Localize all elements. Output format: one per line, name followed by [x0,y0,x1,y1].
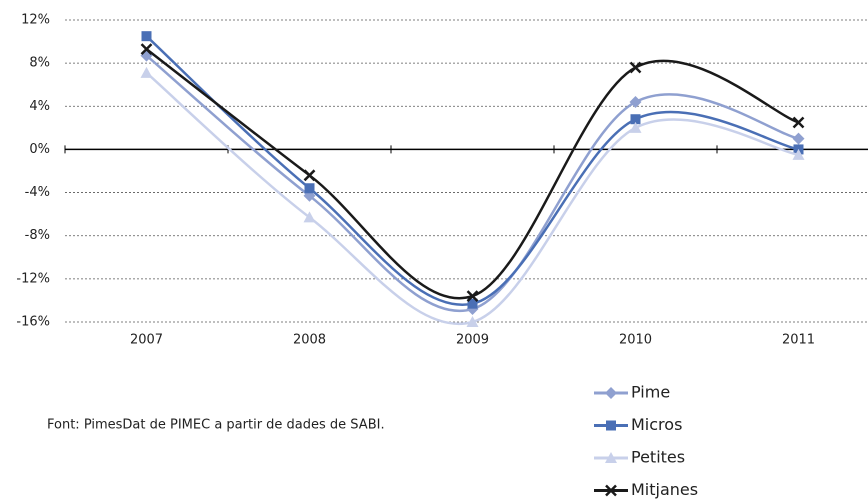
y-tick-label: -8% [25,228,50,243]
series-line [145,71,799,326]
legend-label: Micros [631,415,682,434]
marker [467,298,478,309]
legend-label: Petites [631,448,685,467]
marker [141,31,152,42]
legend-item: Micros [594,415,682,434]
marker [629,121,642,133]
marker [605,452,617,463]
marker [792,148,805,160]
marker [605,484,617,497]
x-tick-label: 2007 [130,333,163,348]
x-tick-label: 2010 [619,333,652,348]
legend-item: Mitjanes [594,480,698,499]
legend-item: Pime [594,383,670,402]
x-tick-label: 2011 [782,333,815,348]
marker [792,116,805,129]
marker [303,211,316,223]
legend-label: Mitjanes [631,480,698,499]
y-tick-label: 0% [29,142,50,157]
y-tick-label: -16% [16,315,50,330]
marker [630,114,641,125]
marker [140,43,153,56]
source-note: Font: PimesDat de PIMEC a partir de dade… [47,418,385,433]
y-tick-label: -12% [16,271,50,286]
y-tick-label: 4% [29,99,50,114]
x-tick-label: 2008 [293,333,326,348]
legend-label: Pime [631,383,670,402]
series-line [145,48,799,300]
marker [629,61,642,74]
legend-item: Petites [594,448,685,467]
y-tick-label: 12% [21,13,50,28]
marker [606,420,616,431]
y-tick-label: -4% [25,185,50,200]
x-tick-label: 2009 [456,333,489,348]
marker [605,387,617,399]
marker [792,132,805,145]
series-line [145,35,799,306]
series-line [145,54,799,313]
marker [466,290,479,302]
marker [629,95,642,108]
marker [466,316,479,327]
y-tick-label: 8% [29,56,50,71]
legend: Pime Micros Petites Mitjanes [594,383,698,499]
marker [304,183,315,194]
marker [303,169,316,182]
marker [140,66,153,78]
